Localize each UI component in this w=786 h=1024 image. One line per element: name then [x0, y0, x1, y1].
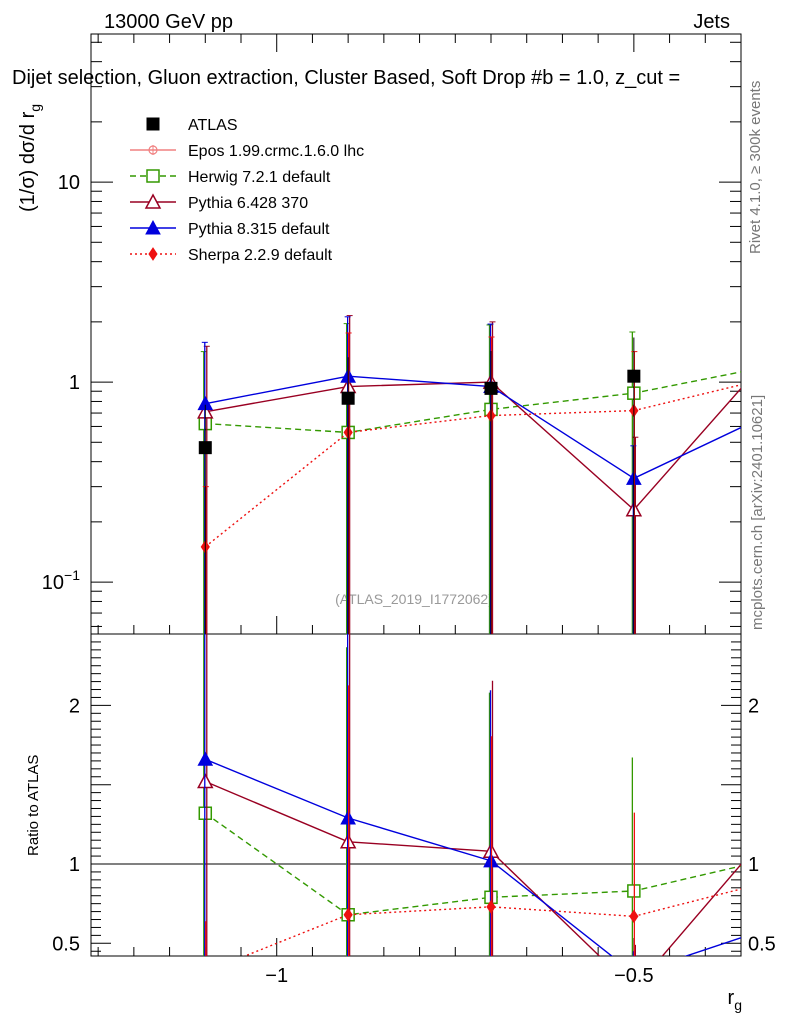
y-tick-label-ratio: 1 — [69, 854, 80, 876]
atlas-point — [627, 369, 641, 383]
energy-label: 13000 GeV pp — [104, 11, 233, 33]
legend-item: ATLAS — [146, 117, 238, 134]
legend-label: Herwig 7.2.1 default — [188, 169, 331, 186]
atlas-point — [771, 362, 783, 374]
chart-title: Dijet selection, Gluon extraction, Clust… — [12, 67, 680, 89]
data-point — [773, 874, 781, 886]
main-plot-area — [197, 315, 784, 634]
data-point — [629, 909, 639, 924]
x-axis-title: rg — [728, 987, 742, 1013]
data-point — [486, 899, 496, 914]
data-point — [771, 359, 783, 371]
data-point — [770, 816, 784, 829]
watermark-label: (ATLAS_2019_I1772062) — [335, 591, 493, 607]
legend-marker — [146, 117, 160, 131]
y-tick-label-ratio-right: 0.5 — [748, 933, 776, 955]
ratio-plot-frame — [90, 633, 742, 957]
data-point — [770, 919, 784, 932]
series-line — [205, 758, 741, 956]
atlas-data — [198, 337, 783, 634]
y-tick-label-ratio-right: 2 — [748, 695, 759, 717]
data-point — [770, 404, 784, 417]
legend-item: Herwig 7.2.1 default — [130, 169, 331, 186]
series-4-main — [200, 332, 781, 634]
y-tick-label-ratio: 2 — [69, 695, 80, 717]
y-tick-label-main: 10−1 — [42, 567, 80, 594]
atlas-point — [484, 381, 498, 395]
legend-label: ATLAS — [188, 117, 238, 134]
legend-label: Sherpa 2.2.9 default — [188, 247, 333, 264]
legend: ATLAS Epos 1.99.crmc.1.6.0 lhc Herwig 7.2.… — [130, 117, 364, 264]
atlas-point — [198, 441, 212, 455]
series-line — [204, 812, 741, 916]
legend-item: Pythia 6.428 370 — [130, 193, 308, 212]
data-point — [771, 852, 783, 864]
legend-item: Pythia 8.315 default — [130, 219, 330, 238]
y-tick-label-main: 1 — [69, 372, 80, 394]
series-1-ratio — [198, 634, 783, 956]
y-axis-title-ratio: Ratio to ATLAS — [25, 755, 42, 856]
series-line — [205, 780, 741, 956]
data-point — [197, 751, 214, 766]
mcplots-label: mcplots.cern.ch [arXiv:2401.10621] — [749, 395, 766, 630]
legend-label: Pythia 6.428 370 — [188, 195, 308, 212]
legend-marker — [144, 193, 162, 209]
legend-marker — [148, 247, 158, 261]
category-label: Jets — [693, 11, 730, 33]
data-point — [343, 907, 353, 922]
data-point — [201, 966, 209, 978]
series-3-ratio — [197, 634, 784, 956]
legend-item: Sherpa 2.2.9 default — [130, 247, 333, 264]
legend-marker — [148, 145, 158, 155]
ratio-plot-area — [197, 634, 784, 978]
series-line — [205, 375, 741, 480]
rivet-version-label: Rivet 4.1.0, ≥ 300k events — [747, 81, 764, 254]
x-tick-label: −0.5 — [614, 965, 653, 987]
series-line — [205, 381, 741, 511]
legend-label: Pythia 8.315 default — [188, 221, 330, 238]
legend-item: Epos 1.99.crmc.1.6.0 lhc — [130, 143, 364, 160]
series-4-ratio — [201, 685, 781, 978]
legend-label: Epos 1.99.crmc.1.6.0 lhc — [188, 143, 364, 160]
atlas-point — [341, 391, 355, 405]
legend-marker — [146, 169, 160, 183]
y-tick-label-main: 10 — [58, 172, 80, 194]
data-point — [773, 370, 781, 382]
y-tick-label-ratio: 0.5 — [52, 933, 80, 955]
legend-marker — [145, 219, 161, 235]
series-line — [205, 371, 741, 434]
y-axis-title-main: (1/σ) dσ/d rg — [17, 104, 43, 212]
data-point — [770, 341, 784, 354]
y-tick-label-ratio-right: 1 — [748, 854, 759, 876]
x-tick-label: −1 — [265, 965, 288, 987]
